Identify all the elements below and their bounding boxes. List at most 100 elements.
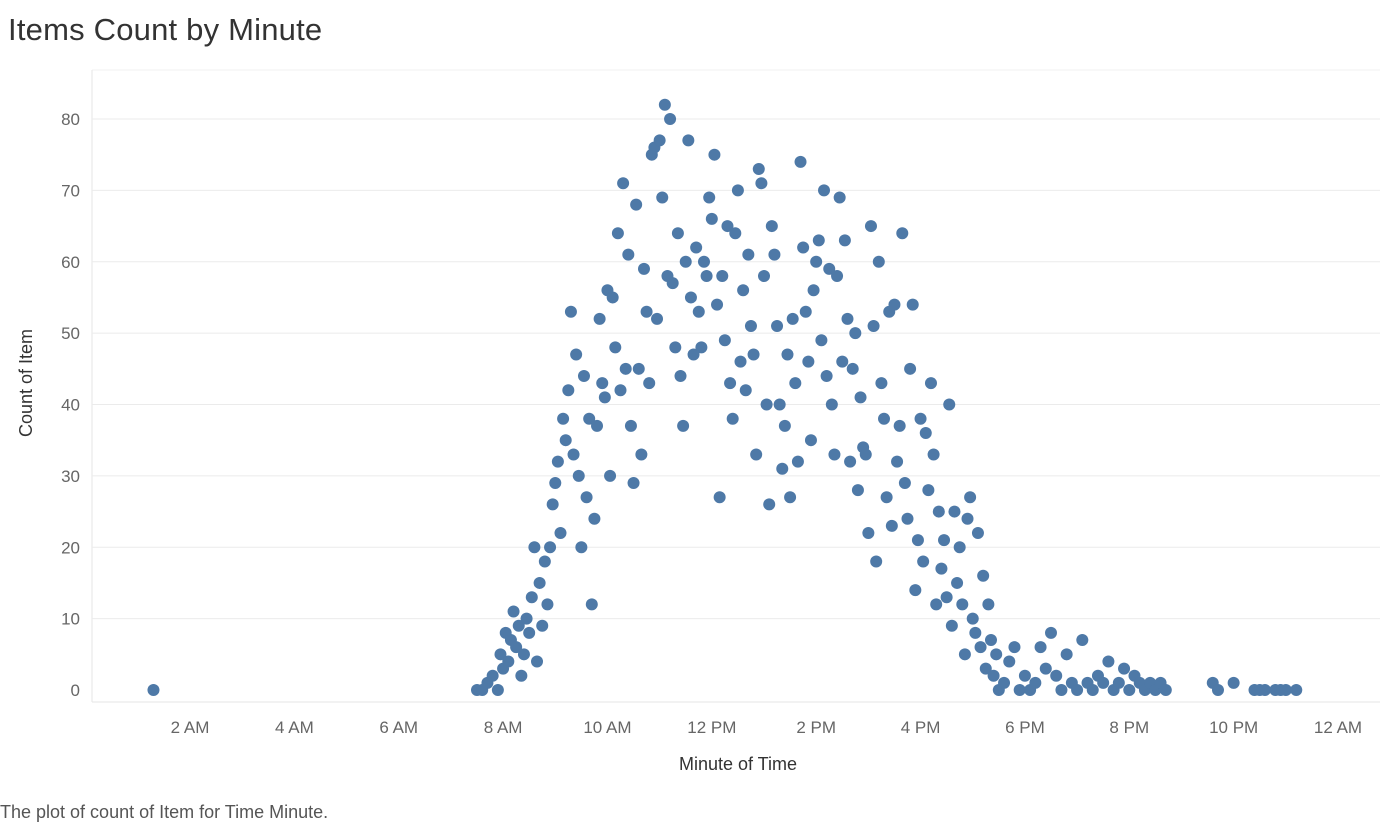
data-point [888,298,901,311]
data-point [572,469,585,482]
data-point [731,184,744,197]
data-point [953,541,966,554]
data-point [815,334,828,347]
data-point [924,377,937,390]
data-point [776,462,789,475]
data-point [711,298,724,311]
data-point [864,220,877,233]
data-point [1227,676,1240,689]
data-point [525,591,538,604]
data-point [998,676,1011,689]
data-point [653,134,666,147]
data-point [671,227,684,240]
data-point [700,270,713,283]
data-point [533,576,546,589]
data-point [977,569,990,582]
data-point [1071,684,1084,696]
x-axis-title: Minute of Time [679,754,797,774]
data-point [494,648,507,661]
data-point [507,605,520,618]
data-point [781,348,794,361]
data-point [546,498,559,511]
data-point [893,419,906,432]
data-point [1013,684,1026,696]
data-point [664,113,677,125]
data-point [901,512,914,525]
data-point [867,319,880,332]
data-point [951,576,964,589]
data-point [791,455,804,468]
data-point [844,455,857,468]
data-point [502,655,515,668]
data-point [538,555,551,568]
x-tick-label: 10 PM [1209,718,1258,737]
x-tick-label: 2 PM [796,718,836,737]
data-point [585,598,598,611]
data-point [666,277,679,290]
data-point [1159,684,1172,696]
data-point [804,434,817,447]
data-point [956,598,969,611]
data-point [909,584,922,597]
data-point [841,312,854,325]
data-point [713,491,726,504]
data-point [849,327,862,340]
data-point [596,377,609,390]
data-point [812,234,825,247]
y-tick-label: 30 [61,467,80,486]
data-point [690,241,703,254]
data-point [577,369,590,382]
data-point [682,134,695,147]
data-point [567,448,580,461]
data-point [797,241,810,254]
data-point [544,541,557,554]
data-point [778,419,791,432]
data-point [695,341,708,354]
data-point [922,484,935,497]
y-tick-labels: 0 10 20 30 40 50 60 70 80 [61,110,80,700]
x-tick-label: 12 PM [687,718,736,737]
data-point [656,191,669,204]
data-point [1050,669,1063,682]
data-point [773,398,786,411]
y-tick-label: 40 [61,396,80,415]
data-point [658,98,671,111]
data-point [974,641,987,654]
data-point [1211,684,1224,696]
x-tick-label: 10 AM [583,718,631,737]
data-point [875,377,888,390]
data-point [802,355,815,368]
data-point [990,648,1003,661]
data-point [674,369,687,382]
data-point [987,669,1000,682]
y-tick-label: 10 [61,610,80,629]
data-point [593,312,606,325]
data-point [679,255,692,268]
data-point [833,191,846,204]
x-tick-label: 6 PM [1005,718,1045,737]
data-point [606,291,619,304]
data-point [598,391,611,404]
data-point [984,634,997,647]
data-point [846,362,859,375]
data-point [536,619,549,632]
data-point [818,184,831,197]
data-point [692,305,705,318]
data-point [794,155,807,168]
data-point [609,341,622,354]
data-point [687,348,700,361]
data-point [914,412,927,425]
data-point [870,555,883,568]
data-point [528,541,541,554]
data-point [961,512,974,525]
data-point [147,684,160,696]
data-point [938,534,951,547]
x-tick-label: 4 PM [901,718,941,737]
data-point [716,270,729,283]
y-tick-label: 80 [61,110,80,129]
data-point [1003,655,1016,668]
data-point [750,448,763,461]
data-point [932,505,945,518]
